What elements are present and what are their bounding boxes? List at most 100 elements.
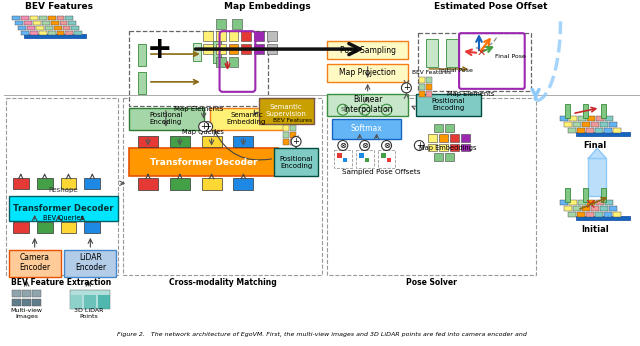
Text: +: + [204,122,211,131]
Bar [426,91,432,97]
Bar [564,122,572,127]
Bar [56,16,65,20]
Bar [60,21,67,25]
Bar [70,290,110,310]
Bar [595,128,604,133]
Bar [138,136,158,147]
Bar [216,57,225,67]
Bar [24,34,86,38]
Bar [343,158,347,162]
Bar [20,31,29,35]
Bar [27,26,35,30]
Bar [365,158,369,162]
Bar [579,200,586,205]
Bar [51,21,58,25]
Bar [566,104,570,118]
Bar [36,178,52,189]
Bar [568,212,577,217]
Bar [47,16,56,20]
Text: S: S [363,107,367,112]
Circle shape [198,122,209,131]
Bar [577,212,586,217]
Bar [445,153,454,161]
Bar [601,104,606,118]
Bar [170,178,189,190]
Circle shape [360,140,370,151]
Text: Transformer Decoder: Transformer Decoder [150,158,257,167]
Bar [586,128,595,133]
Bar [74,31,83,35]
Bar [56,31,65,35]
Bar [216,44,225,54]
Bar [596,116,604,121]
Bar [573,206,581,211]
Bar [604,128,612,133]
Text: BEV Feature Extraction: BEV Feature Extraction [12,278,111,287]
Bar [439,134,448,142]
Bar [47,31,56,35]
Text: Map Embeddings: Map Embeddings [419,145,477,152]
Bar [564,206,572,211]
Bar [129,108,204,130]
Bar [274,148,318,176]
Bar [583,188,588,202]
Bar [216,19,225,29]
Bar [588,158,606,196]
Bar [604,212,612,217]
Bar [22,290,31,297]
Text: +: + [292,137,300,146]
Bar [36,222,52,233]
Text: BEV Features: BEV Features [273,118,312,123]
Bar [203,44,212,54]
Circle shape [359,104,370,115]
Circle shape [381,140,392,151]
Bar [228,57,239,67]
Text: Pose Sampling: Pose Sampling [340,46,396,55]
Bar [588,116,595,121]
Bar [65,16,74,20]
Text: Map Elements: Map Elements [447,91,495,97]
Bar [332,119,401,138]
Bar [600,122,608,127]
Bar [38,16,47,20]
Bar [61,222,76,233]
Text: BEV Features: BEV Features [412,71,451,75]
Text: Initial Pose: Initial Pose [439,69,473,73]
Bar [70,294,83,309]
Bar [228,31,239,41]
Bar [22,299,31,306]
Bar [378,151,396,169]
Text: Pose Solver: Pose Solver [406,278,457,287]
Bar [138,44,146,66]
Bar [419,91,426,97]
Bar [450,134,459,142]
Bar [446,39,458,67]
Bar [613,212,621,217]
Bar [210,108,284,130]
Bar [283,125,289,130]
Circle shape [291,137,301,146]
Bar [605,200,613,205]
Text: Cross-modality Matching: Cross-modality Matching [169,278,276,287]
Bar [419,84,426,90]
Bar [573,122,581,127]
Bar [327,98,536,275]
Text: Camera
Encoder: Camera Encoder [19,253,51,273]
Text: LiDAR
Encoder: LiDAR Encoder [75,253,106,273]
Bar [591,122,599,127]
Bar [9,250,61,277]
Bar [72,26,79,30]
Text: 3D LiDAR
Points: 3D LiDAR Points [74,308,103,319]
Bar [12,16,20,20]
Text: Transformer Decoder: Transformer Decoder [13,203,114,212]
Text: Softmax: Softmax [351,124,383,133]
Bar [426,77,432,83]
Bar [202,178,221,190]
Bar [138,178,158,190]
Circle shape [414,140,424,151]
Bar [381,153,385,158]
Text: Reshape: Reshape [49,187,78,193]
Bar [327,41,408,59]
Bar [38,31,47,35]
Text: ⊗: ⊗ [361,141,368,150]
